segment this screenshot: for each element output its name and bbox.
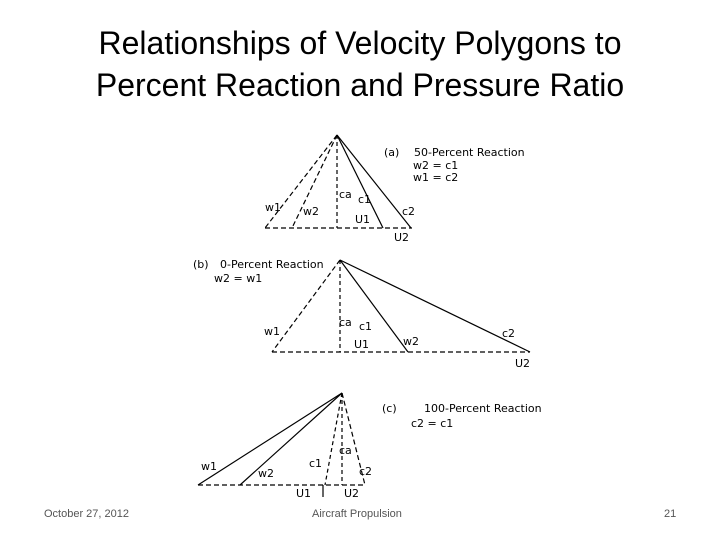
footer-page-number: 21	[664, 508, 677, 520]
vector-w2-a	[291, 134, 338, 229]
title-line-2: Percent Reaction and Pressure Ratio	[95, 67, 625, 103]
label-u1-a: U1	[355, 213, 370, 226]
vector-c2-b	[339, 259, 531, 353]
label-w1-b: w1	[264, 325, 280, 338]
vector-w1-a	[264, 134, 338, 229]
label-u1-b: U1	[354, 338, 369, 351]
label-u2-a: U2	[394, 231, 409, 244]
label-ca-a: ca	[339, 188, 352, 201]
label-c1-c: c1	[309, 457, 322, 470]
polygon-a	[264, 134, 412, 229]
vector-c1-b	[339, 259, 409, 353]
vector-w2-c	[239, 392, 343, 486]
caption-a: 50-Percent Reaction	[414, 146, 525, 159]
label-ca-c: ca	[339, 444, 352, 457]
label-c2-a: c2	[402, 205, 415, 218]
labels-c: (c) 100-Percent Reaction c2 = c1 w1 w2 c…	[201, 402, 542, 500]
vector-c2-a	[336, 134, 412, 229]
tag-a: (a)	[384, 146, 399, 159]
label-ca-b: ca	[339, 316, 352, 329]
label-c1-b: c1	[359, 320, 372, 333]
footer-date: October 27, 2012	[44, 508, 130, 520]
vector-c1-a	[336, 134, 384, 229]
eq1-a: w2 = c1	[413, 159, 458, 172]
label-u1-c: U1	[296, 487, 311, 500]
label-w1-c: w1	[201, 460, 217, 473]
label-w1-a: w1	[265, 201, 281, 214]
tag-b: (b)	[193, 258, 209, 271]
vector-c1-c	[324, 392, 343, 486]
eq2-a: w1 = c2	[413, 171, 458, 184]
labels-b: (b) 0-Percent Reaction w2 = w1 w1 ca c1 …	[193, 258, 530, 370]
labels-a: (a) 50-Percent Reaction w2 = c1 w1 = c2 …	[265, 146, 525, 244]
label-u2-c: U2	[344, 487, 359, 500]
tag-c: (c)	[382, 402, 397, 415]
label-c1-a: c1	[358, 193, 371, 206]
polygon-b	[271, 259, 531, 353]
polygon-c	[197, 392, 366, 497]
label-c2-c: c2	[359, 465, 372, 478]
vector-w1-c	[197, 392, 343, 486]
eq1-c: c2 = c1	[411, 417, 453, 430]
label-w2-a: w2	[303, 205, 319, 218]
caption-b: 0-Percent Reaction	[220, 258, 324, 271]
label-c2-b: c2	[502, 327, 515, 340]
caption-c: 100-Percent Reaction	[424, 402, 542, 415]
footer-course: Aircraft Propulsion	[312, 508, 402, 520]
label-u2-b: U2	[515, 357, 530, 370]
slide-title: Relationships of Velocity Polygons to Pe…	[0, 22, 720, 106]
vector-w1-b	[271, 259, 341, 353]
eq1-b: w2 = w1	[214, 272, 262, 285]
label-w2-c: w2	[258, 467, 274, 480]
title-line-1: Relationships of Velocity Polygons to	[98, 25, 622, 61]
label-w2-b: w2	[403, 335, 419, 348]
